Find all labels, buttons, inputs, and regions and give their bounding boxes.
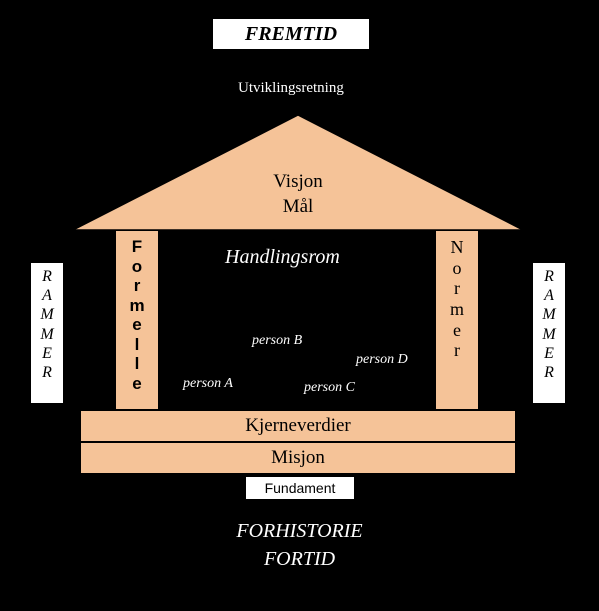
rammer-letter: A	[533, 286, 565, 305]
base-kjerneverdier: Kjerneverdier	[80, 410, 516, 442]
base-misjon: Misjon	[80, 442, 516, 474]
interior-title: Handlingsrom	[225, 246, 340, 269]
pillar-right-letter: m	[436, 299, 478, 320]
pillar-left-letter: l	[116, 354, 158, 374]
pillar-left-letter: l	[116, 335, 158, 355]
base-misjon-label: Misjon	[271, 447, 325, 468]
roof-text: Visjon Mål	[73, 170, 523, 219]
pillar-left-letter: r	[116, 276, 158, 296]
roof-line2: Mål	[73, 195, 523, 220]
rammer-letter: M	[533, 325, 565, 344]
future-label-box: FREMTID	[212, 18, 370, 50]
rammer-letter: M	[31, 305, 63, 324]
pillar-right-letter: r	[436, 340, 478, 361]
pillar-left: Formelle	[115, 230, 159, 410]
pillar-left-letter: m	[116, 296, 158, 316]
development-direction-label: Utviklingsretning	[238, 80, 344, 97]
rammer-letter: R	[533, 363, 565, 382]
rammer-letter: R	[533, 267, 565, 286]
rammer-letter: A	[31, 286, 63, 305]
pillar-left-letter: F	[116, 237, 158, 257]
person-a: person A	[183, 376, 233, 392]
person-b: person B	[252, 333, 302, 349]
rammer-right: RAMMER	[532, 262, 566, 404]
rammer-letter: R	[31, 363, 63, 382]
pillar-left-letter: e	[116, 315, 158, 335]
pillar-right-letter: r	[436, 278, 478, 299]
rammer-letter: R	[31, 267, 63, 286]
rammer-letter: M	[31, 325, 63, 344]
future-label: FREMTID	[245, 23, 337, 46]
bottom-line2: FORTID	[0, 548, 599, 571]
bottom-line1: FORHISTORIE	[0, 520, 599, 543]
roof-line1: Visjon	[73, 170, 523, 195]
rammer-letter: E	[31, 344, 63, 363]
pillar-right-letter: o	[436, 258, 478, 279]
pillar-left-letter: e	[116, 374, 158, 394]
rammer-left: RAMMER	[30, 262, 64, 404]
person-d: person D	[356, 352, 408, 368]
pillar-right: Normer	[435, 230, 479, 410]
person-c: person C	[304, 380, 355, 396]
rammer-letter: E	[533, 344, 565, 363]
rammer-letter: M	[533, 305, 565, 324]
fundament-label: Fundament	[265, 480, 336, 496]
pillar-left-letter: o	[116, 257, 158, 277]
pillar-right-letter: e	[436, 320, 478, 341]
fundament-box: Fundament	[245, 476, 355, 500]
pillar-right-letter: N	[436, 237, 478, 258]
base-kjerneverdier-label: Kjerneverdier	[245, 415, 351, 436]
